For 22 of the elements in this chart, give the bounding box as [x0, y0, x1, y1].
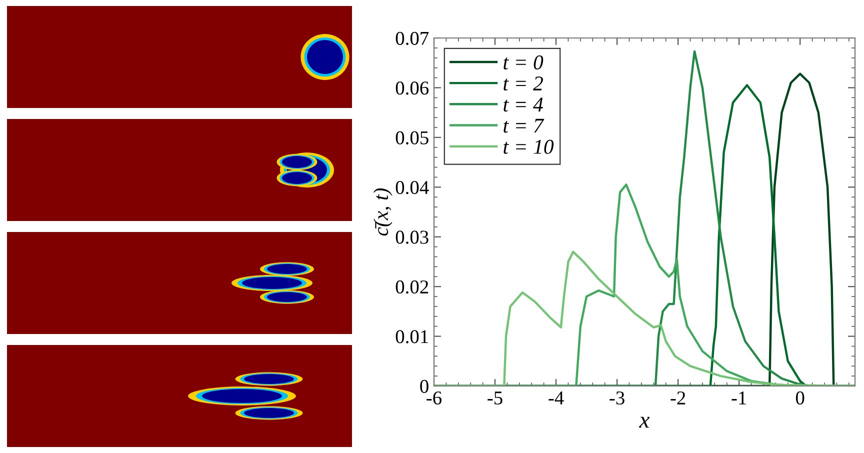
- x-tick-label: -6: [426, 391, 442, 405]
- legend-label: t = 0: [504, 55, 544, 70]
- legend-label: t = 10: [504, 140, 554, 154]
- legend-label: t = 4: [504, 98, 543, 112]
- y-tick-label: 0.01: [396, 330, 428, 344]
- legend-label: t = 7: [504, 118, 544, 133]
- y-tick-label: 0.06: [396, 82, 429, 95]
- y-tick-label: 0.02: [396, 280, 428, 294]
- x-axis-title: x: [638, 416, 650, 428]
- y-tick-label: 0.04: [396, 180, 429, 194]
- x-tick-label: -1: [732, 392, 746, 404]
- x-tick-label: 0: [796, 391, 804, 405]
- x-tick-label: -2: [670, 391, 686, 404]
- y-tick-label: 0: [420, 380, 428, 393]
- x-tick-label: -4: [548, 392, 564, 404]
- y-tick-label: 0.05: [396, 131, 428, 144]
- y-tick-label: 0.03: [396, 230, 428, 244]
- x-tick-label: -5: [488, 392, 502, 405]
- y-tick-label: 0.07: [396, 32, 429, 46]
- x-tick-label: -3: [610, 391, 624, 405]
- y-axis-title: c̄(x, t): [373, 188, 392, 236]
- legend-label: t = 2: [504, 76, 543, 91]
